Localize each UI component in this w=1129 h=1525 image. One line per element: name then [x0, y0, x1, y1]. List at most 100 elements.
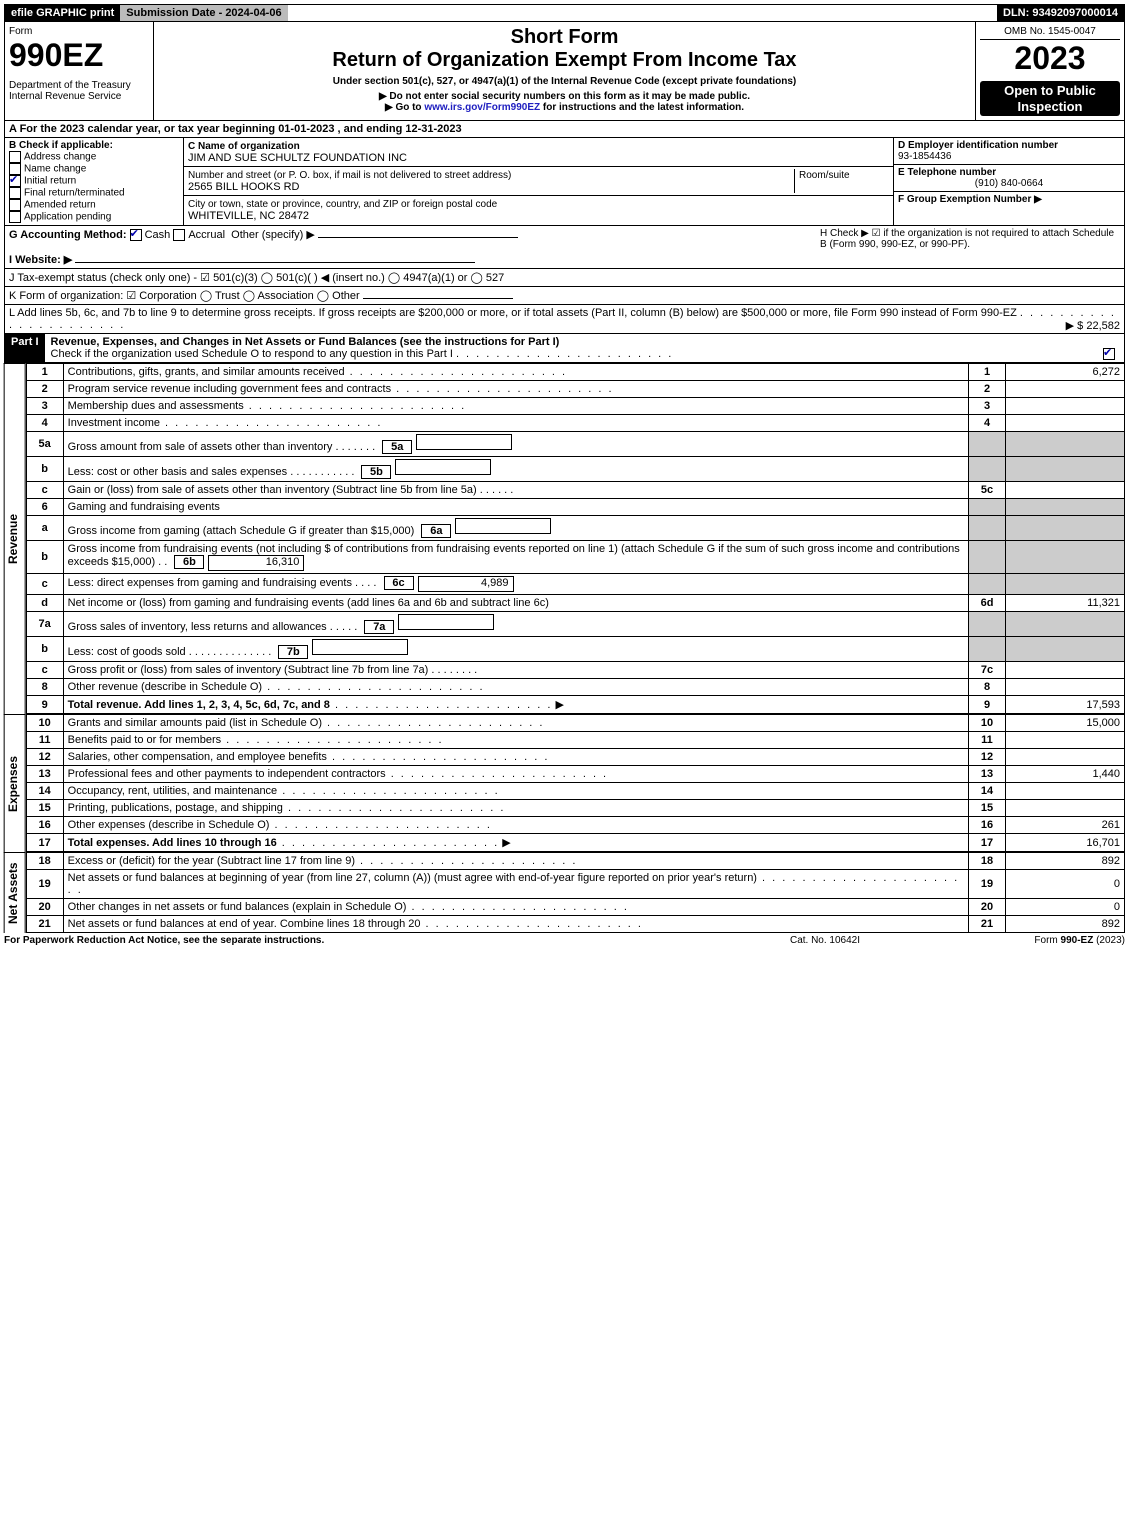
net-assets-block: Net Assets 18Excess or (deficit) for the…	[4, 852, 1125, 933]
line-5c: cGain or (loss) from sale of assets othe…	[26, 482, 1124, 499]
irs-link[interactable]: www.irs.gov/Form990EZ	[424, 102, 540, 113]
line-15: 15Printing, publications, postage, and s…	[26, 800, 1124, 817]
line-2: 2Program service revenue including gover…	[26, 381, 1124, 398]
line-1: 1Contributions, gifts, grants, and simil…	[26, 364, 1124, 381]
line-10: 10Grants and similar amounts paid (list …	[26, 715, 1124, 732]
opt-address: Address change	[24, 152, 96, 163]
line-6c: cLess: direct expenses from gaming and f…	[26, 574, 1124, 595]
line-16: 16Other expenses (describe in Schedule O…	[26, 817, 1124, 834]
l12-desc: Salaries, other compensation, and employ…	[68, 751, 327, 763]
line-7c: cGross profit or (loss) from sales of in…	[26, 662, 1124, 679]
efile-print-btn[interactable]: efile GRAPHIC print	[5, 5, 120, 21]
expenses-block: Expenses 10Grants and similar amounts pa…	[4, 714, 1125, 852]
top-bar: efile GRAPHIC print Submission Date - 20…	[4, 4, 1125, 22]
line-5b: bLess: cost or other basis and sales exp…	[26, 457, 1124, 482]
l11-desc: Benefits paid to or for members	[68, 734, 221, 746]
footer-mid: Cat. No. 10642I	[725, 935, 925, 946]
l4-desc: Investment income	[68, 417, 160, 429]
chk-final-return[interactable]	[9, 187, 21, 199]
subtitle: Under section 501(c), 527, or 4947(a)(1)…	[158, 76, 971, 87]
revenue-block: Revenue 1Contributions, gifts, grants, a…	[4, 363, 1125, 714]
l2-desc: Program service revenue including govern…	[68, 383, 391, 395]
line-18: 18Excess or (deficit) for the year (Subt…	[26, 853, 1124, 870]
dots	[456, 348, 673, 360]
line-12: 12Salaries, other compensation, and empl…	[26, 749, 1124, 766]
part1-check[interactable]	[1103, 348, 1115, 360]
section-c: C Name of organization JIM AND SUE SCHUL…	[184, 138, 893, 225]
title-short-form: Short Form	[158, 26, 971, 49]
l14-desc: Occupancy, rent, utilities, and maintena…	[68, 785, 278, 797]
footer-right: Form 990-EZ (2023)	[925, 935, 1125, 946]
chk-accrual[interactable]	[173, 229, 185, 241]
line-19: 19Net assets or fund balances at beginni…	[26, 870, 1124, 899]
l9-amt: 17,593	[1006, 696, 1125, 714]
chk-address-change[interactable]	[9, 151, 21, 163]
l5b-desc: Less: cost or other basis and sales expe…	[68, 466, 288, 478]
chk-cash[interactable]	[130, 229, 142, 241]
l13-amt: 1,440	[1006, 766, 1125, 783]
chk-initial-return[interactable]	[9, 175, 21, 187]
lbl-cash: Cash	[145, 229, 171, 241]
l5c-desc: Gain or (loss) from sale of assets other…	[68, 484, 477, 496]
line-6b: bGross income from fundraising events (n…	[26, 541, 1124, 574]
k-other-line[interactable]	[363, 298, 513, 299]
page-footer: For Paperwork Reduction Act Notice, see …	[4, 933, 1125, 946]
l17-desc: Total expenses. Add lines 10 through 16	[68, 837, 277, 849]
ein: 93-1854436	[898, 151, 951, 162]
l6b-ia: 16,310	[208, 555, 304, 571]
section-a: A For the 2023 calendar year, or tax yea…	[4, 121, 1125, 138]
l3-desc: Membership dues and assessments	[68, 400, 244, 412]
other-specify-line[interactable]	[318, 237, 518, 238]
ein-lbl: D Employer identification number	[898, 140, 1058, 151]
line-3: 3Membership dues and assessments3	[26, 398, 1124, 415]
expenses-label: Expenses	[4, 714, 26, 852]
part1-title: Revenue, Expenses, and Changes in Net As…	[51, 336, 560, 348]
sec-l-amount: ▶ $ 22,582	[1066, 319, 1120, 332]
line-8: 8Other revenue (describe in Schedule O)8	[26, 679, 1124, 696]
line-9: 9Total revenue. Add lines 1, 2, 3, 4, 5c…	[26, 696, 1124, 714]
dept-treasury: Department of the Treasury Internal Reve…	[9, 80, 149, 102]
website-line[interactable]	[75, 262, 475, 263]
chk-pending[interactable]	[9, 211, 21, 223]
header-mid: Short Form Return of Organization Exempt…	[154, 22, 976, 120]
sec-i: I Website: ▶	[9, 254, 72, 266]
row-g-h: G Accounting Method: Cash Accrual Other …	[4, 226, 1125, 269]
line-6a: aGross income from gaming (attach Schedu…	[26, 516, 1124, 541]
chk-amended[interactable]	[9, 199, 21, 211]
c-name-lbl: C Name of organization	[188, 141, 300, 152]
opt-amended: Amended return	[24, 200, 96, 211]
info-grid: B Check if applicable: Address change Na…	[4, 138, 1125, 226]
line-14: 14Occupancy, rent, utilities, and mainte…	[26, 783, 1124, 800]
opt-initial: Initial return	[24, 176, 76, 187]
line-6d: dNet income or (loss) from gaming and fu…	[26, 595, 1124, 612]
c-street-lbl: Number and street (or P. O. box, if mail…	[188, 170, 511, 181]
l9-desc: Total revenue. Add lines 1, 2, 3, 4, 5c,…	[68, 699, 330, 711]
tel: (910) 840-0664	[898, 178, 1120, 189]
section-d-e-f: D Employer identification number 93-1854…	[893, 138, 1124, 225]
sec-l-text: L Add lines 5b, 6c, and 7b to line 9 to …	[9, 307, 1017, 319]
tel-lbl: E Telephone number	[898, 167, 996, 178]
net-assets-table: 18Excess or (deficit) for the year (Subt…	[26, 852, 1125, 933]
l6d-amt: 11,321	[1006, 595, 1125, 612]
sec-k: K Form of organization: ☑ Corporation ◯ …	[4, 287, 1125, 305]
opt-pending: Application pending	[24, 212, 111, 223]
sec-j-text: J Tax-exempt status (check only one) - ☑…	[9, 272, 504, 284]
footer-left: For Paperwork Reduction Act Notice, see …	[4, 935, 725, 946]
form-number: 990EZ	[9, 37, 149, 74]
form-header: Form 990EZ Department of the Treasury In…	[4, 22, 1125, 121]
line-4: 4Investment income4	[26, 415, 1124, 432]
l1-desc: Contributions, gifts, grants, and simila…	[68, 366, 345, 378]
submission-date: Submission Date - 2024-04-06	[120, 5, 287, 21]
org-street: 2565 BILL HOOKS RD	[188, 181, 299, 193]
org-name: JIM AND SUE SCHULTZ FOUNDATION INC	[188, 152, 407, 164]
l6c-desc: Less: direct expenses from gaming and fu…	[68, 577, 352, 589]
expenses-table: 10Grants and similar amounts paid (list …	[26, 714, 1125, 852]
line-13: 13Professional fees and other payments t…	[26, 766, 1124, 783]
l16-desc: Other expenses (describe in Schedule O)	[68, 819, 270, 831]
opt-final: Final return/terminated	[24, 188, 125, 199]
l21-desc: Net assets or fund balances at end of ye…	[68, 918, 421, 930]
group-lbl: F Group Exemption Number ▶	[898, 194, 1042, 205]
goto-link[interactable]: ▶ Go to www.irs.gov/Form990EZ for instru…	[158, 102, 971, 113]
l6d-desc: Net income or (loss) from gaming and fun…	[68, 597, 549, 609]
l17-amt: 16,701	[1006, 834, 1125, 852]
